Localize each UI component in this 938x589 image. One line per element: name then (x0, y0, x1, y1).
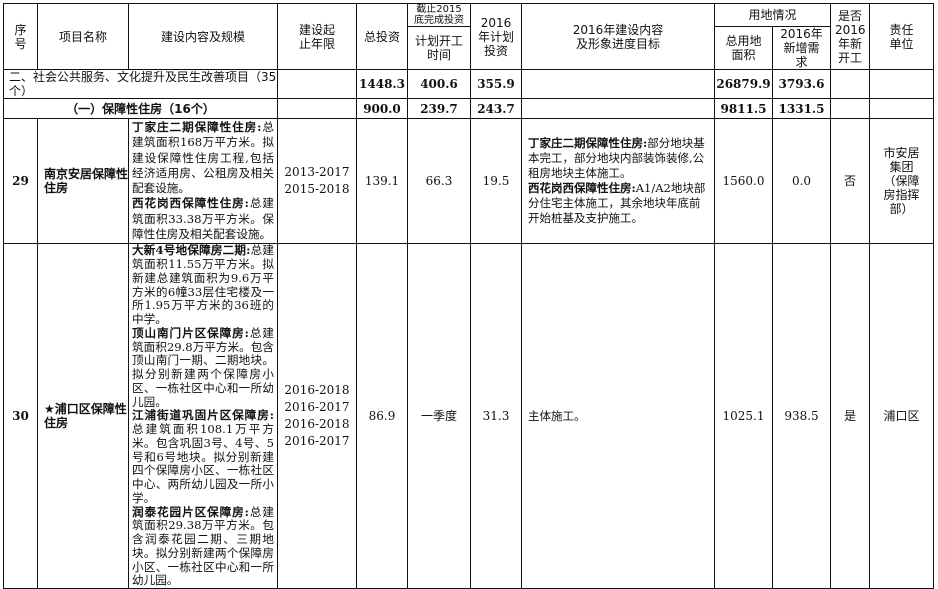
section-row: 二、社会公共服务、文化提升及民生改善项目（35个） 1448.3 400.6 3… (3, 69, 935, 99)
project-plan2016: 31.3 (470, 243, 522, 589)
project-completed: 66.3 (407, 117, 471, 245)
subproject-text: 总建筑面积168万平方米。拟建设保障性住房工程,包括经济适用房、公租房及相关配套… (132, 120, 274, 196)
responsible-unit: 市安居集团（保障房指挥部） (869, 117, 935, 245)
empty-cell (869, 69, 935, 99)
header-total: 总投资 (356, 3, 408, 70)
header-completed: 截止2015底完成投资 (407, 3, 471, 27)
header-period: 建设起止年限 (277, 3, 357, 70)
subproject-title: 西花岗西保障性住房: (132, 196, 249, 211)
period-value: 2013-2017 (284, 165, 350, 180)
section-completed: 400.6 (407, 69, 471, 99)
subproject-text: A1/A2地块部分住宅主体施工，其余地块年底前开始桩基及支护施工。 (528, 181, 706, 226)
header-start-time: 计划开工时间 (407, 26, 471, 70)
project-goal: 主体施工。 (521, 243, 715, 589)
description-paragraph: 丁家庄二期保障性住房:总建筑面积168万平方米。拟建设保障性住房工程,包括经济适… (132, 120, 274, 196)
table-row: 29 南京安居保障性住房 丁家庄二期保障性住房:总建筑面积168万平方米。拟建设保障… (3, 117, 935, 245)
subproject-title: 丁家庄二期保障性住房: (528, 136, 648, 151)
header-seq: 序号 (3, 3, 38, 70)
project-period: 2013-2017 2015-2018 (277, 117, 357, 245)
empty-cell (830, 69, 871, 99)
description-paragraph: 主体施工。 (528, 409, 708, 424)
description-paragraph: 西花岗西保障性住房:A1/A2地块部分住宅主体施工，其余地块年底前开始桩基及支护… (528, 181, 708, 226)
header-land-new: 2016年新增需求 (771, 26, 832, 70)
project-period: 2016-2018 2016-2017 2016-2018 2016-2017 (277, 243, 357, 589)
header-new-start: 是否2016年新开工 (830, 3, 871, 70)
header-name: 项目名称 (37, 3, 129, 70)
land-new: 0.0 (771, 117, 832, 245)
header-land-total: 总用地面积 (714, 26, 773, 70)
empty-cell (521, 98, 715, 119)
new-start: 是 (830, 243, 871, 589)
project-total: 86.9 (356, 243, 408, 589)
subproject-title: 大新4号地保障房二期: (132, 243, 251, 258)
subproject-title: 丁家庄二期保障性住房: (132, 120, 262, 134)
land-total: 1560.0 (714, 117, 773, 245)
project-name: 南京安居保障性住房 (37, 117, 129, 245)
description-paragraph: 西花岗西保障性住房:总建筑面积33.38万平方米。保障性住房及相关配套设施。 (132, 196, 274, 242)
empty-cell (277, 69, 357, 99)
subproject-title: 西花岗西保障性住房: (528, 181, 636, 196)
subsection-label: （一）保障性住房（16个） (3, 98, 278, 119)
responsible-unit: 浦口区 (869, 243, 935, 589)
period-value: 2016-2018 (284, 383, 350, 398)
description-paragraph: 江浦街道巩固片区保障房:总建筑面积108.1万平方米。包含巩固3号、4号、5号和… (132, 409, 274, 505)
section-label: 二、社会公共服务、文化提升及民生改善项目（35个） (3, 69, 278, 99)
header-goal2016: 2016年建设内容及形象进度目标 (521, 3, 715, 70)
land-new: 938.5 (771, 243, 832, 589)
project-content: 大新4号地保障房二期:总建筑面积11.55万平方米。拟新建总建筑面积为9.6万平… (128, 243, 278, 589)
project-table: 序号 项目名称 建设内容及规模 建设起止年限 总投资 截止2015底完成投资 2… (3, 3, 935, 589)
section-total: 1448.3 (356, 69, 408, 99)
subproject-text: 总建筑面积11.55万平方米。拟新建总建筑面积为9.6万平方米的6幢33层住宅楼… (132, 243, 274, 327)
subsection-completed: 239.7 (407, 98, 471, 119)
land-total: 1025.1 (714, 243, 773, 589)
project-completed: 一季度 (407, 243, 471, 589)
description-paragraph: 大新4号地保障房二期:总建筑面积11.55万平方米。拟新建总建筑面积为9.6万平… (132, 243, 274, 327)
subsection-land-new: 1331.5 (771, 98, 832, 119)
project-name: ★浦口区保障性住房 (37, 243, 129, 589)
subsection-land-total: 9811.5 (714, 98, 773, 119)
subproject-text: 总建筑面积108.1万平方米。包含巩固3号、4号、5号和6号地块。拟分别新建四个… (132, 422, 274, 505)
description-paragraph: 丁家庄二期保障性住房:部分地块基本完工，部分地块内部装饰装修,公租房地块主体施工… (528, 136, 708, 181)
subsection-row: （一）保障性住房（16个） 900.0 239.7 243.7 9811.5 1… (3, 98, 935, 119)
row-seq: 30 (3, 243, 38, 589)
section-land-total: 26879.9 (714, 69, 773, 99)
description-paragraph: 顶山南门片区保障房:总建筑面积29.8万平方米。包含顶山南门一期、二期地块。拟分… (132, 325, 274, 410)
period-value: 2016-2017 (284, 434, 350, 449)
subproject-text: 总建筑面积33.38万平方米。保障性住房及相关配套设施。 (132, 196, 274, 242)
header-content: 建设内容及规模 (128, 3, 278, 70)
subproject-text: 总建筑面积29.8万平方米。包含顶山南门一期、二期地块。拟分别新建两个保障房小区… (132, 325, 274, 409)
project-total: 139.1 (356, 117, 408, 245)
period-value: 2015-2018 (284, 182, 350, 197)
section-plan2016: 355.9 (470, 69, 522, 99)
section-land-new: 3793.6 (771, 69, 832, 99)
header-plan2016: 2016年计划投资 (470, 3, 522, 70)
subproject-title: 江浦街道巩固片区保障房: (132, 408, 274, 423)
header-land: 用地情况 (713, 3, 832, 27)
subproject-title: 润泰花园片区保障房: (132, 504, 249, 519)
period-value: 2016-2017 (284, 400, 350, 415)
project-plan2016: 19.5 (470, 117, 522, 245)
row-seq: 29 (3, 117, 38, 245)
subproject-text: 主体施工。 (528, 408, 586, 423)
subproject-title: 顶山南门片区保障房: (132, 325, 249, 340)
new-start: 否 (830, 117, 871, 245)
empty-cell (830, 98, 871, 119)
subproject-text: 部分地块基本完工，部分地块内部装饰装修,公租房地块主体施工。 (528, 136, 705, 181)
period-value: 2016-2018 (284, 417, 350, 432)
project-content: 丁家庄二期保障性住房:总建筑面积168万平方米。拟建设保障性住房工程,包括经济适… (128, 117, 278, 245)
description-paragraph: 润泰花园片区保障房:总建筑面积29.38万平方米。包含润泰花园二期、三期地块。拟… (132, 504, 274, 588)
table-row: 30 ★浦口区保障性住房 大新4号地保障房二期:总建筑面积11.55万平方米。拟新建… (3, 243, 935, 589)
empty-cell (521, 69, 715, 99)
subsection-total: 900.0 (356, 98, 408, 119)
header-unit: 责任单位 (869, 3, 935, 70)
subsection-plan2016: 243.7 (470, 98, 522, 119)
empty-cell (869, 98, 935, 119)
empty-cell (277, 98, 357, 119)
project-goal: 丁家庄二期保障性住房:部分地块基本完工，部分地块内部装饰装修,公租房地块主体施工… (521, 117, 715, 245)
